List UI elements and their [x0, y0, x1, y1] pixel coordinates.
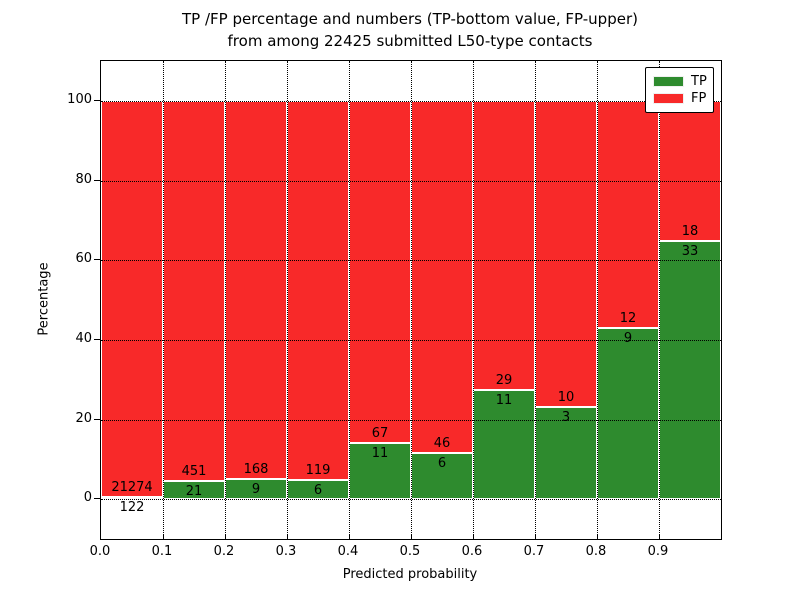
bar-count-label-tp: 9	[251, 481, 261, 497]
legend-swatch-fp-icon	[653, 93, 684, 104]
bar-segment-fp	[473, 100, 535, 390]
gridline-vertical	[287, 61, 288, 539]
y-tick-label: 100	[67, 91, 92, 107]
bar-count-label-tp: 9	[623, 331, 633, 347]
gridline-vertical	[411, 61, 412, 539]
bar-segment-fp	[659, 100, 721, 242]
legend-entry-tp: TP	[653, 73, 713, 90]
x-axis-tick	[163, 534, 164, 539]
bar-segment-fp	[163, 100, 225, 482]
bar-count-label-tp: 3	[561, 410, 571, 426]
bar-segment-tp	[349, 442, 411, 500]
bar-segment-tp	[597, 328, 659, 500]
y-tick-label: 0	[83, 490, 92, 506]
bar-segment-tp	[411, 453, 473, 500]
bar-segment-fp	[535, 100, 597, 408]
plot-area: 21274 122 451 21 168 9 119 6 67 11 46 6 29 11 10 3 12 9 18…	[100, 60, 722, 540]
x-axis-tick	[349, 534, 350, 539]
x-tick-label: 0.7	[523, 544, 545, 559]
gridline-vertical	[163, 61, 164, 539]
gridline-vertical	[597, 61, 598, 539]
x-tick-label: 0.5	[399, 544, 421, 559]
y-axis-tick	[94, 179, 100, 181]
x-tick-label: 0.6	[461, 544, 483, 559]
chart-title-line2: from among 22425 submitted L50-type cont…	[227, 32, 593, 50]
gridline-vertical	[473, 61, 474, 539]
chart-title: TP /FP percentage and numbers (TP-bottom…	[100, 8, 720, 52]
bar-count-label-fp: 18	[681, 224, 699, 240]
y-tick-label: 40	[75, 330, 92, 346]
y-axis-tick	[94, 259, 100, 261]
bar-count-label-fp: 46	[433, 436, 451, 452]
y-tick-label: 60	[75, 251, 92, 267]
x-axis-tick	[225, 534, 226, 539]
legend-label-tp: TP	[691, 74, 707, 89]
bar-count-label-fp: 29	[495, 372, 513, 388]
y-axis-tick	[94, 338, 100, 340]
bar-count-label-tp: 11	[371, 445, 389, 461]
bar-segment-tp	[473, 389, 535, 500]
bar-count-label-tp: 21	[185, 484, 203, 500]
x-axis-tick	[597, 534, 598, 539]
x-axis-tick	[411, 534, 412, 539]
y-axis-label: Percentage	[36, 262, 52, 336]
x-tick-label: 0.3	[275, 544, 297, 559]
x-tick-label: 0.2	[213, 544, 235, 559]
bar-count-label-fp: 451	[181, 464, 207, 480]
gridline-vertical	[349, 61, 350, 539]
bar-segment-fp	[101, 100, 163, 497]
x-axis-tick	[659, 534, 660, 539]
bar-count-label-tp: 11	[495, 392, 513, 408]
bar-count-label-tp: 122	[119, 499, 145, 515]
x-tick-label: 0.8	[585, 544, 607, 559]
bar-segment-tp	[659, 241, 721, 500]
bar-segment-fp	[225, 100, 287, 479]
bar-count-label-tp: 33	[681, 244, 699, 260]
legend: TP FP	[645, 67, 714, 113]
y-axis-tick	[94, 418, 100, 420]
chart-title-line1: TP /FP percentage and numbers (TP-bottom…	[182, 10, 638, 28]
y-axis-tick	[94, 498, 100, 500]
y-tick-label: 20	[75, 410, 92, 426]
x-axis-tick	[535, 534, 536, 539]
bar-segment-tp	[535, 407, 597, 500]
x-tick-label: 0.9	[647, 544, 669, 559]
x-tick-label: 0.1	[151, 544, 173, 559]
bar-segment-fp	[287, 100, 349, 481]
x-tick-label: 0.0	[89, 544, 111, 559]
legend-label-fp: FP	[691, 91, 707, 106]
y-axis-tick	[94, 99, 100, 101]
bar-count-label-fp: 168	[243, 461, 269, 477]
gridline-vertical	[659, 61, 660, 539]
bar-count-label-fp: 21274	[111, 479, 153, 495]
bar-count-label-fp: 67	[371, 425, 389, 441]
x-axis-label: Predicted probability	[342, 567, 478, 582]
bar-count-label-fp: 10	[557, 390, 575, 406]
bar-count-label-tp: 6	[313, 483, 323, 499]
bar-segment-fp	[597, 100, 659, 329]
bar-segment-fp	[349, 100, 411, 443]
bar-segment-tp	[101, 496, 163, 500]
bar-count-label-fp: 12	[619, 311, 637, 327]
legend-swatch-tp-icon	[653, 76, 684, 87]
gridline-vertical	[535, 61, 536, 539]
bar-segment-fp	[411, 100, 473, 454]
bar-count-label-tp: 6	[437, 456, 447, 472]
bar-count-label-fp: 119	[305, 463, 331, 479]
gridline-vertical	[225, 61, 226, 539]
y-tick-label: 80	[75, 171, 92, 187]
legend-entry-fp: FP	[653, 90, 713, 107]
x-axis-tick	[287, 534, 288, 539]
x-tick-label: 0.4	[337, 544, 359, 559]
x-axis-tick	[473, 534, 474, 539]
